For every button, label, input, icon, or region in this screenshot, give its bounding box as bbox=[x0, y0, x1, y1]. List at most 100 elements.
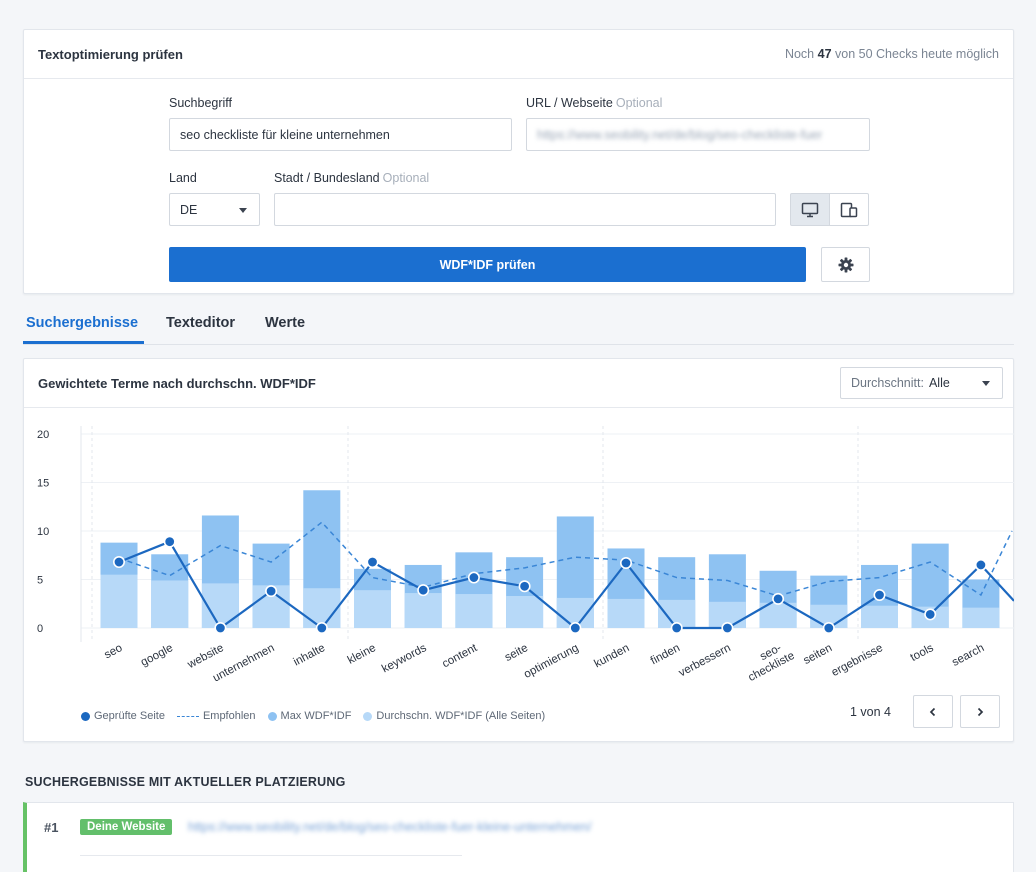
x-category-label: seo bbox=[102, 642, 124, 661]
x-category-label: seite bbox=[503, 642, 530, 664]
bar-average-seite bbox=[506, 595, 544, 628]
x-category-label: kunden bbox=[592, 642, 631, 670]
legend-dot-icon bbox=[363, 711, 373, 721]
average-select-key: Durchschnitt: bbox=[851, 376, 924, 390]
point-checked-page-inhalte bbox=[315, 622, 328, 635]
chart-title: Gewichtete Terme nach durchschn. WDF*IDF bbox=[38, 375, 316, 391]
x-category-label: kleine bbox=[346, 642, 378, 667]
x-category-label: verbessern bbox=[677, 642, 733, 679]
point-checked-page-finden bbox=[670, 622, 683, 635]
chevron-left-icon bbox=[929, 707, 936, 716]
y-tick-label: 20 bbox=[37, 429, 49, 441]
y-tick-label: 0 bbox=[37, 623, 43, 635]
prev-page-button[interactable] bbox=[913, 695, 953, 728]
legend-dot-icon bbox=[81, 711, 90, 721]
point-checked-page-seo-checkliste bbox=[772, 592, 785, 605]
result-tabs: Suchergebnisse Texteditor Werte bbox=[23, 305, 1014, 345]
x-category-label: website bbox=[185, 642, 226, 671]
x-category-label: optimierung bbox=[522, 642, 581, 681]
keyword-input[interactable]: seo checkliste für kleine unternehmen bbox=[169, 118, 512, 151]
x-category-label: ergebnisse bbox=[830, 642, 885, 679]
caret-down-icon bbox=[239, 208, 247, 213]
next-page-button[interactable] bbox=[960, 695, 1000, 728]
legend-item-recommended[interactable]: Empfohlen bbox=[176, 710, 256, 722]
desktop-device-button[interactable] bbox=[790, 193, 830, 226]
own-website-badge: Deine Website bbox=[80, 819, 173, 835]
bar-average-kleine bbox=[354, 590, 391, 628]
text-check-form-card: Textoptimierung prüfen Noch 47 von 50 Ch… bbox=[23, 29, 1014, 294]
result-url-blurred[interactable]: https://www.seobility.net/de/blog/seo-ch… bbox=[188, 820, 592, 834]
point-checked-page-google bbox=[163, 535, 176, 548]
legend-dot-icon bbox=[267, 711, 277, 721]
pager-indicator: 1 von 4 bbox=[850, 705, 892, 719]
settings-button[interactable] bbox=[821, 247, 870, 282]
x-category-label: keywords bbox=[380, 642, 429, 676]
bar-average-kunden bbox=[607, 598, 645, 628]
result-item[interactable]: #1 Deine Website https://www.seobility.n… bbox=[23, 802, 1014, 872]
url-input[interactable]: https://www.seobility.net/de/blog/seo-ch… bbox=[526, 118, 870, 151]
point-checked-page-verbessern bbox=[721, 622, 734, 635]
y-tick-label: 15 bbox=[37, 478, 49, 490]
bar-average-search bbox=[962, 607, 1000, 628]
point-checked-page-kunden bbox=[619, 557, 632, 570]
point-checked-page-ergebnisse bbox=[873, 589, 886, 602]
average-select[interactable]: Durchschnitt: Alle bbox=[840, 367, 1003, 399]
point-checked-page-search bbox=[974, 558, 987, 571]
checks-remaining: Noch 47 von 50 Checks heute möglich bbox=[785, 47, 999, 61]
result-rank: #1 bbox=[44, 820, 59, 835]
tab-werte[interactable]: Werte bbox=[265, 315, 306, 331]
city-optional-hint: Optional bbox=[382, 171, 430, 185]
url-value-blurred: https://www.seobility.net/de/blog/seo-ch… bbox=[537, 127, 823, 142]
y-tick-label: 5 bbox=[37, 575, 43, 587]
x-category-label: google bbox=[139, 642, 175, 669]
mobile-device-button[interactable] bbox=[829, 193, 869, 226]
bar-average-ergebnisse bbox=[861, 605, 898, 628]
point-checked-page-seiten bbox=[822, 622, 835, 635]
url-optional-hint: Optional bbox=[615, 96, 663, 110]
bar-average-google bbox=[151, 580, 189, 628]
active-tab-indicator bbox=[23, 341, 144, 344]
point-checked-page-keywords bbox=[417, 584, 430, 597]
legend-item-max[interactable]: Max WDF*IDF bbox=[267, 710, 351, 722]
x-category-label: finden bbox=[649, 642, 682, 667]
bar-average-content bbox=[455, 594, 493, 628]
city-input[interactable] bbox=[274, 193, 776, 226]
city-label: Stadt / Bundesland Optional bbox=[274, 171, 430, 185]
checks-prefix: Noch bbox=[784, 47, 815, 61]
chart-legend: Geprüfte Seite Empfohlen Max WDF*IDF Dur… bbox=[81, 710, 557, 722]
x-category-label: tools bbox=[909, 642, 936, 664]
point-checked-page-website bbox=[214, 622, 227, 635]
point-checked-page-optimierung bbox=[569, 622, 582, 635]
result-divider bbox=[80, 855, 462, 856]
x-category-label: content bbox=[440, 642, 480, 671]
tab-suchergebnisse[interactable]: Suchergebnisse bbox=[26, 315, 139, 331]
x-category-label: seo-checkliste bbox=[740, 638, 796, 684]
chevron-right-icon bbox=[977, 707, 984, 716]
x-category-label: seiten bbox=[801, 642, 834, 667]
chart-card-header: Gewichtete Terme nach durchschn. WDF*IDF bbox=[24, 359, 1013, 408]
mobile-tablet-icon bbox=[840, 202, 858, 217]
bar-average-keywords bbox=[404, 593, 442, 628]
country-label: Land bbox=[169, 171, 197, 185]
keyword-label: Suchbegriff bbox=[169, 96, 233, 110]
line-recommended bbox=[118, 521, 1013, 597]
point-checked-page-kleine bbox=[366, 556, 379, 569]
results-section-title: SUCHERGEBNISSE MIT AKTUELLER PLATZIERUNG bbox=[25, 775, 346, 789]
checks-count: 47 bbox=[817, 47, 832, 61]
gear-icon bbox=[838, 257, 853, 272]
wdf-idf-submit-button[interactable]: WDF*IDF prüfen bbox=[169, 247, 806, 282]
bar-average-seo bbox=[100, 574, 138, 628]
country-select[interactable]: DE bbox=[169, 193, 260, 226]
checks-suffix: von 50 Checks heute möglich bbox=[835, 47, 999, 61]
tab-texteditor[interactable]: Texteditor bbox=[166, 315, 236, 331]
caret-down-icon bbox=[982, 381, 990, 386]
point-checked-page-seite bbox=[518, 580, 531, 593]
x-category-label: inhalte bbox=[292, 642, 328, 669]
legend-item-checked-page[interactable]: Geprüfte Seite bbox=[81, 710, 165, 722]
desktop-icon bbox=[801, 202, 819, 217]
legend-item-average[interactable]: Durchschn. WDF*IDF (Alle Seiten) bbox=[363, 710, 545, 722]
point-checked-page-content bbox=[467, 571, 480, 584]
point-checked-page-unternehmen bbox=[265, 585, 278, 598]
form-card-header: Textoptimierung prüfen Noch 47 von 50 Ch… bbox=[24, 30, 1013, 79]
